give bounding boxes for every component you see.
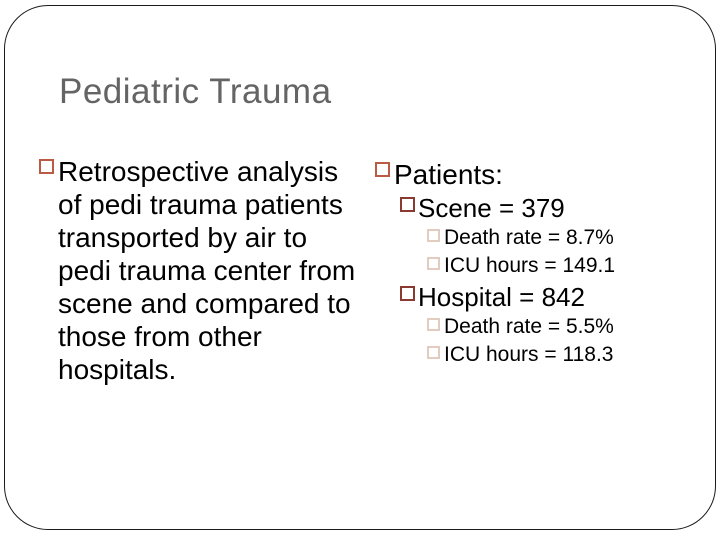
bullet-item-hospital-death-rate: Death rate = 5.5%	[427, 313, 710, 341]
bullet-item-scene: Scene = 379	[400, 193, 710, 224]
square-bullet-icon	[400, 197, 415, 212]
bullet-item-text: Scene = 379	[418, 193, 565, 223]
bullet-item-text: Death rate = 5.5%	[444, 315, 614, 338]
bullet-item-text: Patients:	[394, 159, 503, 190]
bullet-item-text: Death rate = 8.7%	[444, 226, 614, 249]
square-bullet-icon	[39, 159, 54, 174]
slide-border-frame	[4, 5, 716, 530]
bullet-item-scene-death-rate: Death rate = 8.7%	[427, 224, 710, 252]
bullet-item-patients: Patients:	[375, 158, 710, 191]
square-bullet-icon	[375, 162, 390, 177]
bullet-item-text: Retrospective analysis of pedi trauma pa…	[58, 156, 356, 385]
right-column: Patients: Scene = 379 Death rate = 8.7% …	[375, 158, 710, 369]
bullet-item-hospital: Hospital = 842	[400, 282, 710, 313]
bullet-item-hospital-icu-hours: ICU hours = 118.3	[427, 341, 710, 369]
slide-title: Pediatric Trauma	[59, 72, 332, 111]
bullet-item-text: Hospital = 842	[418, 282, 585, 312]
square-bullet-icon	[427, 229, 440, 242]
square-bullet-icon	[427, 346, 440, 359]
square-bullet-icon	[400, 286, 415, 301]
bullet-item-text: ICU hours = 118.3	[444, 343, 614, 366]
bullet-item-text: ICU hours = 149.1	[444, 254, 616, 277]
left-column: Retrospective analysis of pedi trauma pa…	[39, 155, 369, 386]
square-bullet-icon	[427, 257, 440, 270]
square-bullet-icon	[427, 318, 440, 331]
bullet-item-scene-icu-hours: ICU hours = 149.1	[427, 252, 710, 280]
bullet-item-retrospective: Retrospective analysis of pedi trauma pa…	[39, 155, 369, 386]
